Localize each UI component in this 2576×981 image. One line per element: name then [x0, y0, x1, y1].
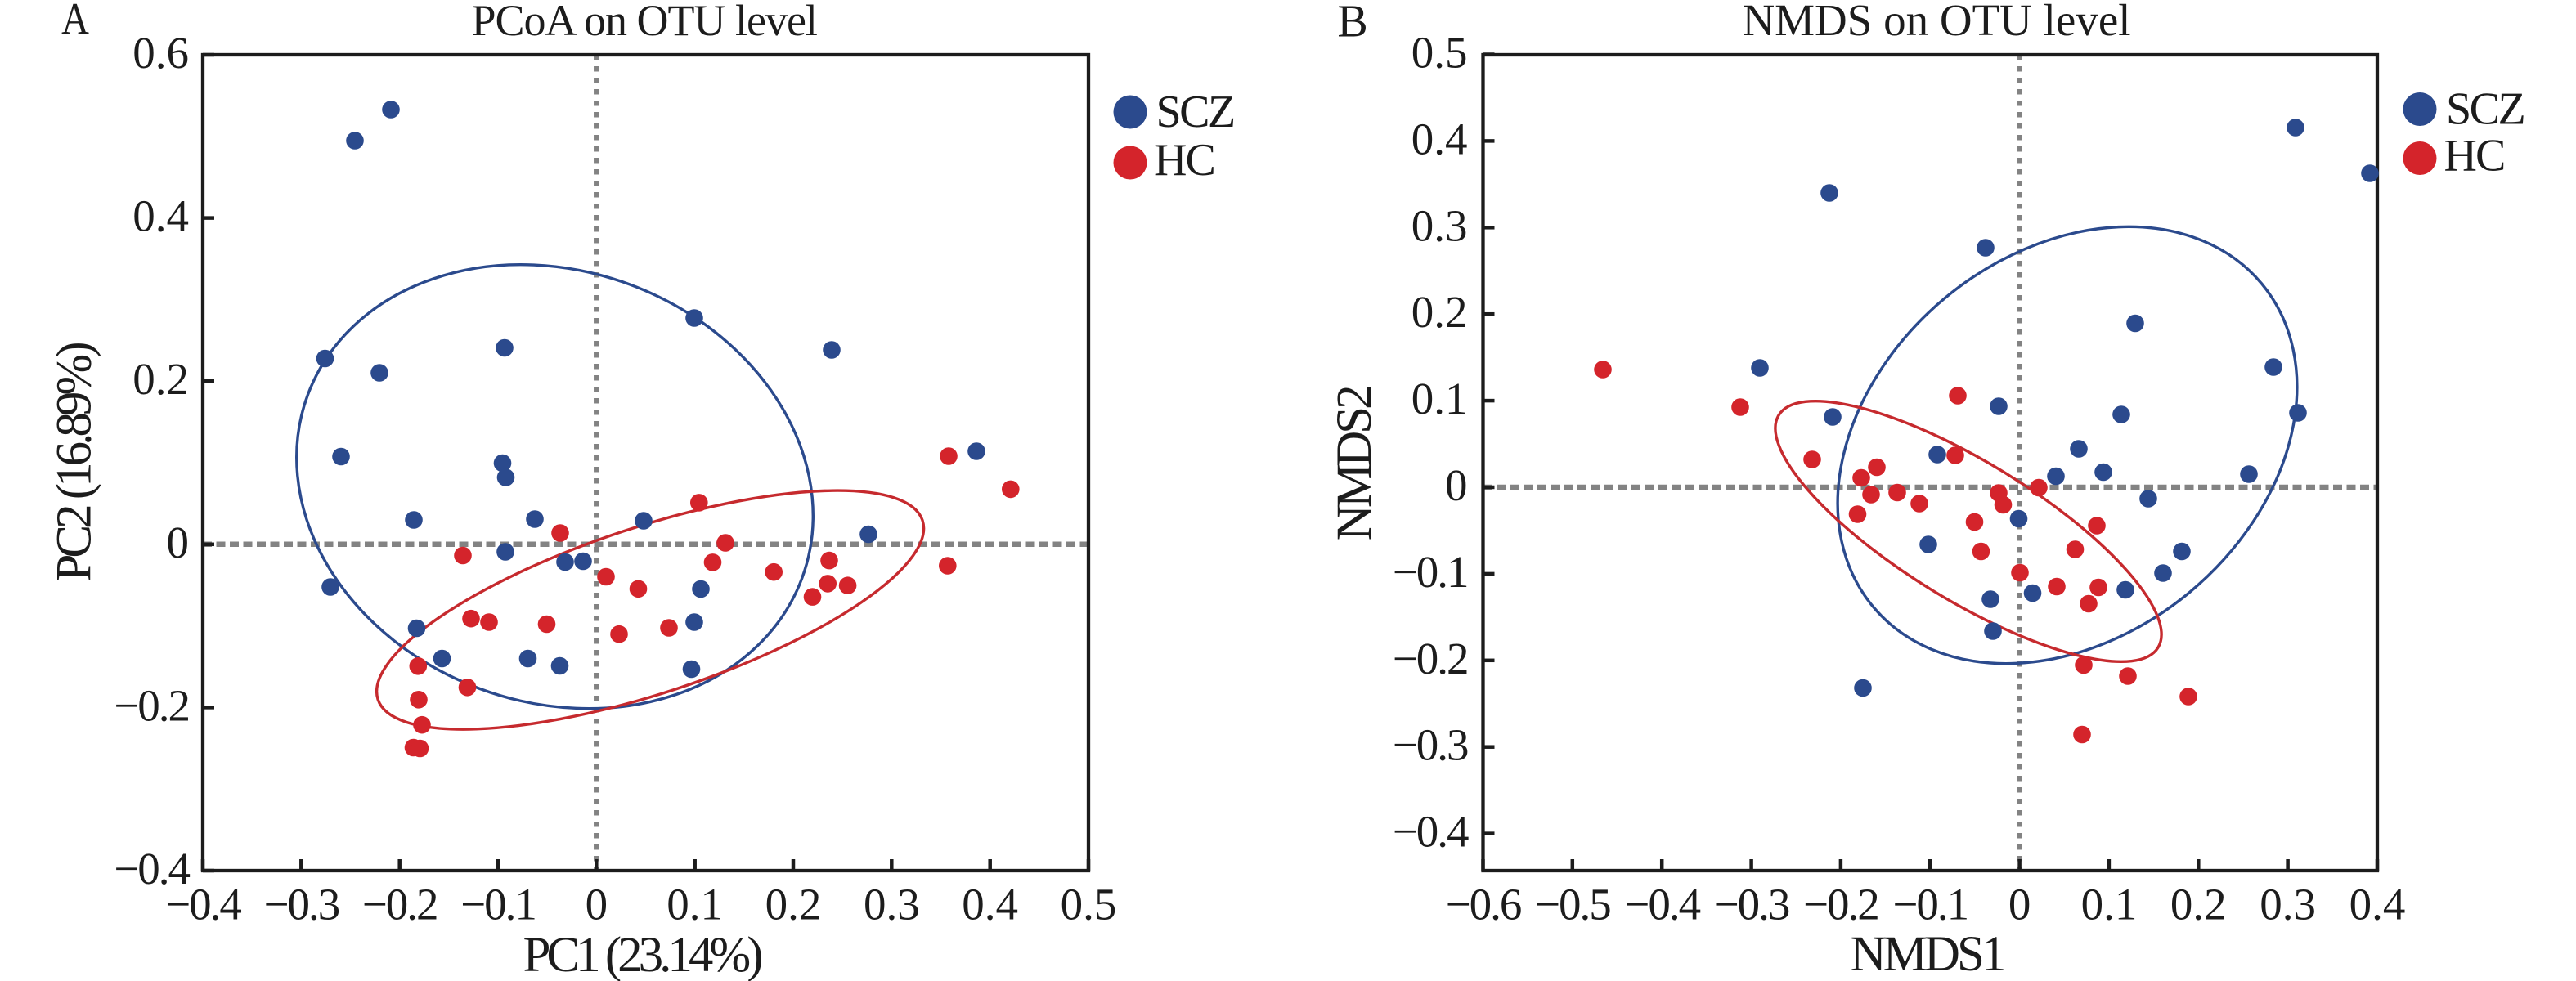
svg-text:−0.6: −0.6 — [1446, 880, 1521, 929]
svg-text:NMDS1: NMDS1 — [1851, 927, 2004, 981]
svg-text:B: B — [1337, 0, 1367, 47]
svg-text:0.2: 0.2 — [132, 354, 189, 404]
svg-text:0.4: 0.4 — [1411, 114, 1468, 164]
svg-text:SCZ: SCZ — [2446, 84, 2524, 135]
svg-text:0.4: 0.4 — [132, 191, 189, 241]
svg-text:−0.1: −0.1 — [460, 880, 536, 929]
svg-text:0.1: 0.1 — [2081, 880, 2138, 929]
svg-text:A: A — [61, 0, 89, 44]
svg-text:−0.4: −0.4 — [165, 880, 241, 929]
svg-text:−0.2: −0.2 — [1803, 880, 1878, 929]
svg-text:PC1 (23.14%): PC1 (23.14%) — [523, 928, 761, 981]
svg-text:SCZ: SCZ — [1156, 87, 1234, 137]
svg-text:HC: HC — [1154, 135, 1214, 186]
svg-text:NMDS on OTU level: NMDS on OTU level — [1742, 0, 2130, 45]
svg-text:0: 0 — [167, 517, 190, 567]
svg-text:0.6: 0.6 — [132, 28, 189, 78]
svg-text:0.3: 0.3 — [864, 880, 920, 929]
svg-text:−0.1: −0.1 — [1393, 547, 1468, 597]
svg-text:0.3: 0.3 — [2260, 880, 2316, 929]
svg-text:0.4: 0.4 — [962, 880, 1018, 929]
svg-text:0.5: 0.5 — [1061, 880, 1117, 929]
svg-text:−0.3: −0.3 — [263, 880, 339, 929]
svg-text:0.5: 0.5 — [1411, 28, 1468, 78]
svg-text:0.2: 0.2 — [1411, 287, 1468, 337]
svg-text:NMDS2: NMDS2 — [1327, 387, 1382, 540]
svg-text:−0.1: −0.1 — [1892, 880, 1968, 929]
svg-text:−0.2: −0.2 — [362, 880, 438, 929]
svg-text:HC: HC — [2444, 131, 2505, 181]
svg-text:−0.4: −0.4 — [1393, 807, 1469, 857]
svg-text:0: 0 — [2008, 880, 2031, 929]
svg-text:−0.2: −0.2 — [114, 680, 189, 730]
svg-text:−0.4: −0.4 — [1624, 880, 1700, 929]
svg-text:0: 0 — [1445, 460, 1468, 510]
svg-text:0.2: 0.2 — [765, 880, 822, 929]
svg-text:−0.3: −0.3 — [1393, 720, 1468, 770]
svg-text:−0.3: −0.3 — [1714, 880, 1789, 929]
svg-text:0.1: 0.1 — [1411, 374, 1468, 423]
svg-text:−0.2: −0.2 — [1393, 634, 1468, 683]
svg-text:0: 0 — [586, 880, 608, 929]
svg-text:−0.4: −0.4 — [114, 844, 190, 894]
svg-text:−0.5: −0.5 — [1535, 880, 1610, 929]
svg-text:0.2: 0.2 — [2170, 880, 2227, 929]
svg-text:0.3: 0.3 — [1411, 200, 1468, 250]
svg-text:PC2 (16.89%): PC2 (16.89%) — [47, 343, 102, 582]
svg-text:0.4: 0.4 — [2349, 880, 2406, 929]
svg-text:0.1: 0.1 — [666, 880, 723, 929]
svg-text:PCoA on OTU level: PCoA on OTU level — [471, 0, 817, 45]
